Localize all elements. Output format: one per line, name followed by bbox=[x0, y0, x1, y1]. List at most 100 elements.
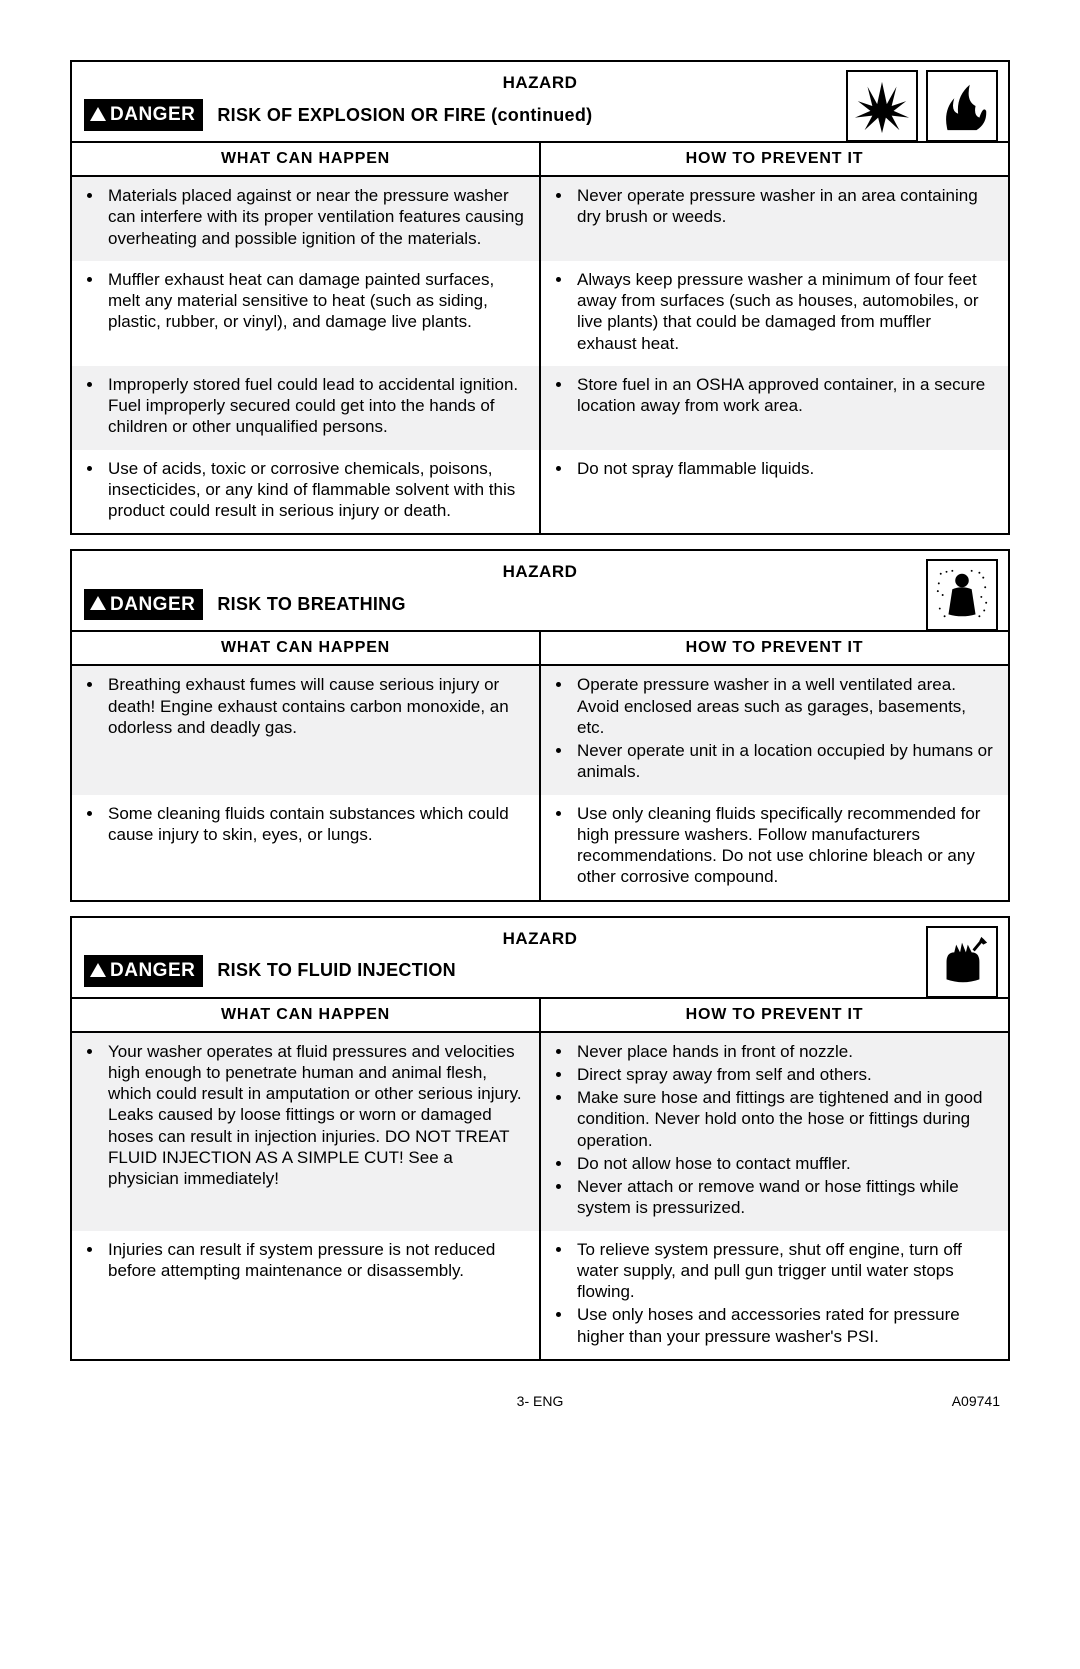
danger-row: DANGER RISK TO FLUID INJECTION bbox=[72, 955, 1008, 997]
injection-icon bbox=[926, 926, 998, 998]
hazard-row: Some cleaning fluids contain substances … bbox=[72, 795, 1008, 900]
hazard-header: HAZARD DANGER RISK TO BREATHING bbox=[72, 551, 1008, 632]
how-to-prevent-cell: Never operate pressure washer in an area… bbox=[541, 177, 1008, 261]
how-to-prevent-cell: Always keep pressure washer a minimum of… bbox=[541, 261, 1008, 366]
list-item: Never attach or remove wand or hose fitt… bbox=[573, 1176, 994, 1219]
risk-title: RISK TO FLUID INJECTION bbox=[217, 959, 996, 982]
hazard-row: Injuries can result if system pressure i… bbox=[72, 1231, 1008, 1359]
what-can-happen-cell: Injuries can result if system pressure i… bbox=[72, 1231, 541, 1359]
prevent-list: Never place hands in front of nozzle.Dir… bbox=[555, 1041, 994, 1219]
prevent-list: Do not spray flammable liquids. bbox=[555, 458, 994, 479]
what-can-happen-cell: Improperly stored fuel could lead to acc… bbox=[72, 366, 541, 450]
danger-row: DANGER RISK TO BREATHING bbox=[72, 589, 1008, 631]
col-how-to-prevent: HOW TO PREVENT IT bbox=[541, 999, 1008, 1031]
hazard-label: HAZARD bbox=[72, 918, 1008, 955]
what-can-happen-cell: Materials placed against or near the pre… bbox=[72, 177, 541, 261]
list-item: Never operate unit in a location occupie… bbox=[573, 740, 994, 783]
danger-text: DANGER bbox=[110, 103, 195, 127]
hazard-row: Your washer operates at fluid pressures … bbox=[72, 1033, 1008, 1231]
hazard-body: Breathing exhaust fumes will cause serio… bbox=[72, 666, 1008, 899]
happen-list: Your washer operates at fluid pressures … bbox=[86, 1041, 525, 1190]
prevent-list: Store fuel in an OSHA approved container… bbox=[555, 374, 994, 417]
list-item: Do not spray flammable liquids. bbox=[573, 458, 994, 479]
happen-list: Use of acids, toxic or corrosive chemica… bbox=[86, 458, 525, 522]
hazard-icons bbox=[846, 70, 998, 142]
warning-triangle-icon bbox=[90, 596, 106, 610]
col-how-to-prevent: HOW TO PREVENT IT bbox=[541, 632, 1008, 664]
col-what-can-happen: WHAT CAN HAPPEN bbox=[72, 143, 541, 175]
list-item: To relieve system pressure, shut off eng… bbox=[573, 1239, 994, 1303]
what-can-happen-cell: Breathing exhaust fumes will cause serio… bbox=[72, 666, 541, 794]
list-item: Materials placed against or near the pre… bbox=[104, 185, 525, 249]
how-to-prevent-cell: Never place hands in front of nozzle.Dir… bbox=[541, 1033, 1008, 1231]
list-item: Always keep pressure washer a minimum of… bbox=[573, 269, 994, 354]
hazard-body: Materials placed against or near the pre… bbox=[72, 177, 1008, 533]
prevent-list: Always keep pressure washer a minimum of… bbox=[555, 269, 994, 354]
prevent-list: Never operate pressure washer in an area… bbox=[555, 185, 994, 228]
hazard-icons bbox=[926, 559, 998, 631]
list-item: Do not allow hose to contact muffler. bbox=[573, 1153, 994, 1174]
footer-center: 3- ENG bbox=[517, 1393, 564, 1411]
list-item: Direct spray away from self and others. bbox=[573, 1064, 994, 1085]
hazard-icons bbox=[926, 926, 998, 998]
hazard-table: HAZARD DANGER RISK TO BREATHING WHAT CAN HA… bbox=[70, 549, 1010, 901]
list-item: Store fuel in an OSHA approved container… bbox=[573, 374, 994, 417]
prevent-list: Use only cleaning fluids specifically re… bbox=[555, 803, 994, 888]
hazard-row: Use of acids, toxic or corrosive chemica… bbox=[72, 450, 1008, 534]
what-can-happen-cell: Use of acids, toxic or corrosive chemica… bbox=[72, 450, 541, 534]
hazard-label: HAZARD bbox=[72, 551, 1008, 588]
list-item: Never place hands in front of nozzle. bbox=[573, 1041, 994, 1062]
list-item: Use only hoses and accessories rated for… bbox=[573, 1304, 994, 1347]
list-item: Make sure hose and fittings are tightene… bbox=[573, 1087, 994, 1151]
warning-triangle-icon bbox=[90, 963, 106, 977]
danger-badge: DANGER bbox=[84, 955, 203, 987]
happen-list: Improperly stored fuel could lead to acc… bbox=[86, 374, 525, 438]
list-item: Never operate pressure washer in an area… bbox=[573, 185, 994, 228]
warning-triangle-icon bbox=[90, 107, 106, 121]
list-item: Improperly stored fuel could lead to acc… bbox=[104, 374, 525, 438]
column-headers: WHAT CAN HAPPENHOW TO PREVENT IT bbox=[72, 143, 1008, 177]
what-can-happen-cell: Muffler exhaust heat can damage painted … bbox=[72, 261, 541, 366]
hazard-table: HAZARD DANGER RISK TO FLUID INJECTION WHAT … bbox=[70, 916, 1010, 1361]
danger-text: DANGER bbox=[110, 959, 195, 983]
risk-title: RISK TO BREATHING bbox=[217, 593, 996, 616]
col-what-can-happen: WHAT CAN HAPPEN bbox=[72, 632, 541, 664]
prevent-list: Operate pressure washer in a well ventil… bbox=[555, 674, 994, 782]
what-can-happen-cell: Your washer operates at fluid pressures … bbox=[72, 1033, 541, 1231]
column-headers: WHAT CAN HAPPENHOW TO PREVENT IT bbox=[72, 999, 1008, 1033]
hazard-row: Muffler exhaust heat can damage painted … bbox=[72, 261, 1008, 366]
happen-list: Breathing exhaust fumes will cause serio… bbox=[86, 674, 525, 738]
hazard-row: Improperly stored fuel could lead to acc… bbox=[72, 366, 1008, 450]
fire-icon bbox=[926, 70, 998, 142]
col-how-to-prevent: HOW TO PREVENT IT bbox=[541, 143, 1008, 175]
column-headers: WHAT CAN HAPPENHOW TO PREVENT IT bbox=[72, 632, 1008, 666]
happen-list: Injuries can result if system pressure i… bbox=[86, 1239, 525, 1282]
hazard-header: HAZARDDANGERRISK OF EXPLOSION OR FIRE (c… bbox=[72, 62, 1008, 143]
hazard-table: HAZARDDANGERRISK OF EXPLOSION OR FIRE (c… bbox=[70, 60, 1010, 535]
happen-list: Materials placed against or near the pre… bbox=[86, 185, 525, 249]
prevent-list: To relieve system pressure, shut off eng… bbox=[555, 1239, 994, 1347]
list-item: Use only cleaning fluids specifically re… bbox=[573, 803, 994, 888]
list-item: Injuries can result if system pressure i… bbox=[104, 1239, 525, 1282]
danger-text: DANGER bbox=[110, 593, 195, 617]
happen-list: Muffler exhaust heat can damage painted … bbox=[86, 269, 525, 333]
hazard-header: HAZARD DANGER RISK TO FLUID INJECTION bbox=[72, 918, 1008, 999]
how-to-prevent-cell: Store fuel in an OSHA approved container… bbox=[541, 366, 1008, 450]
how-to-prevent-cell: Operate pressure washer in a well ventil… bbox=[541, 666, 1008, 794]
page-footer: 3- ENG A09741 bbox=[70, 1375, 1010, 1411]
inhalation-icon bbox=[926, 559, 998, 631]
danger-badge: DANGER bbox=[84, 589, 203, 621]
explosion-icon bbox=[846, 70, 918, 142]
danger-badge: DANGER bbox=[84, 99, 203, 131]
col-what-can-happen: WHAT CAN HAPPEN bbox=[72, 999, 541, 1031]
how-to-prevent-cell: Do not spray flammable liquids. bbox=[541, 450, 1008, 534]
how-to-prevent-cell: Use only cleaning fluids specifically re… bbox=[541, 795, 1008, 900]
list-item: Muffler exhaust heat can damage painted … bbox=[104, 269, 525, 333]
list-item: Your washer operates at fluid pressures … bbox=[104, 1041, 525, 1190]
happen-list: Some cleaning fluids contain substances … bbox=[86, 803, 525, 846]
what-can-happen-cell: Some cleaning fluids contain substances … bbox=[72, 795, 541, 900]
list-item: Operate pressure washer in a well ventil… bbox=[573, 674, 994, 738]
footer-right: A09741 bbox=[952, 1393, 1000, 1411]
how-to-prevent-cell: To relieve system pressure, shut off eng… bbox=[541, 1231, 1008, 1359]
hazard-row: Materials placed against or near the pre… bbox=[72, 177, 1008, 261]
